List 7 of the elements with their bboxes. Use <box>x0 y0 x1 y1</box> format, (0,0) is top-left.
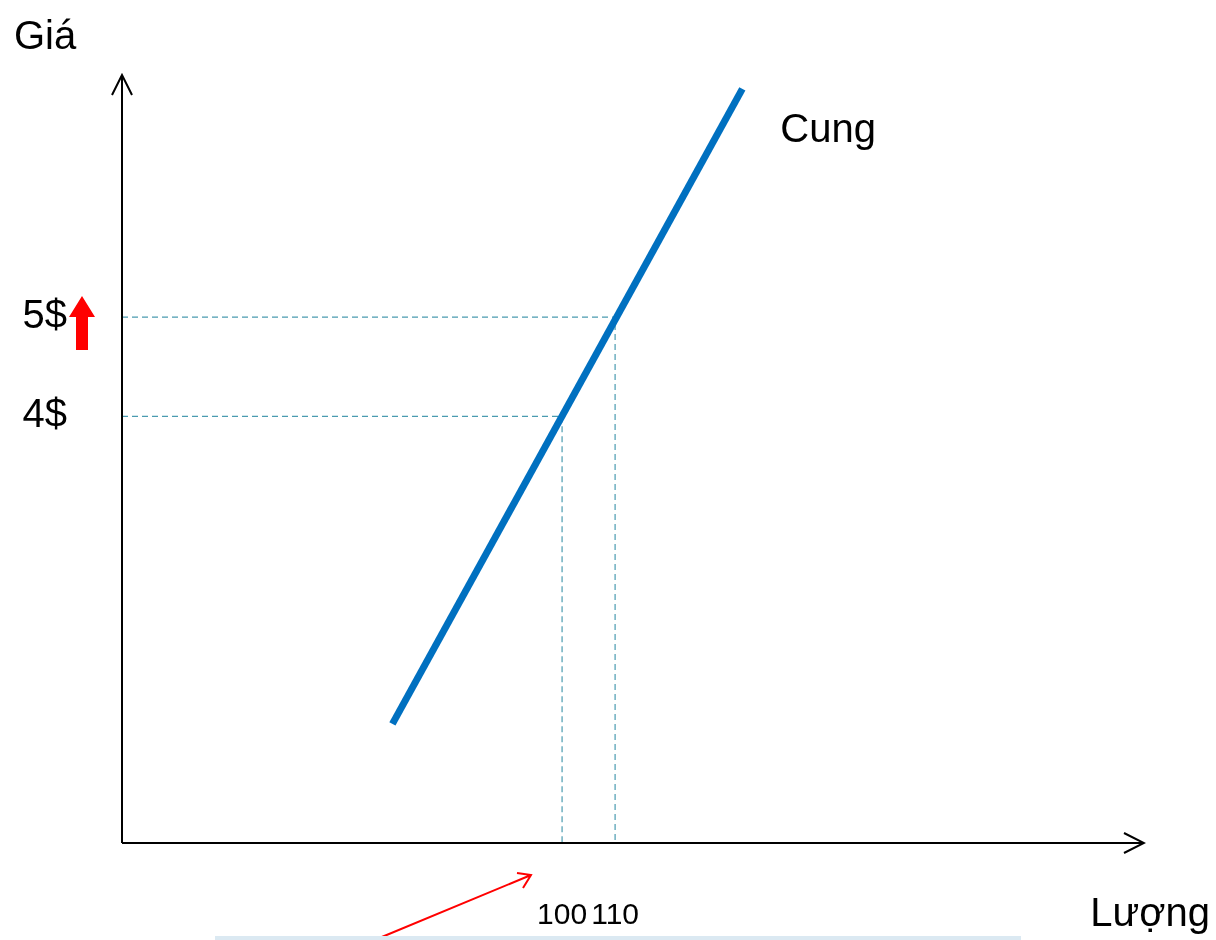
series-label: Cung <box>780 105 876 150</box>
y-axis-title: Giá <box>14 13 77 58</box>
x-tick-label: 100 <box>537 897 588 931</box>
y-tick-label: 4$ <box>22 391 67 436</box>
x-axis-title: Lượng <box>1090 890 1210 935</box>
x-tick-label: 110 <box>591 897 640 931</box>
y-tick-label: 5$ <box>22 292 67 337</box>
